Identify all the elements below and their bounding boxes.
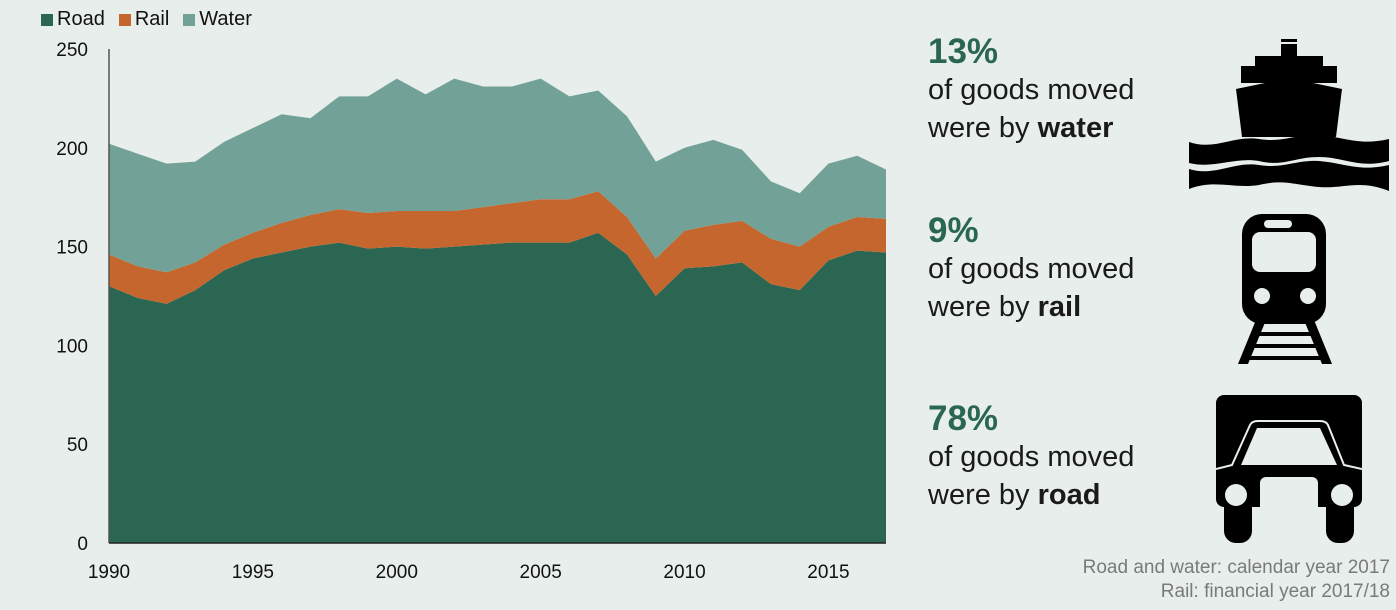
stat-water-percent: 13%: [928, 32, 999, 71]
stat-road: 78% of goods moved were by road: [928, 400, 1134, 514]
y-tick-label: 200: [56, 139, 88, 160]
y-tick-label: 150: [56, 238, 88, 259]
note-rail: Rail: financial year 2017/18: [1160, 581, 1390, 602]
ship-icon: [1189, 39, 1389, 191]
stat-water-mode: water: [1037, 112, 1114, 144]
stat-rail: 9% of goods moved were by rail: [928, 212, 1134, 326]
chart-areas: [109, 78, 886, 544]
train-icon: [1238, 214, 1332, 364]
area-rail: [109, 191, 886, 304]
stat-rail-percent: 9%: [928, 211, 979, 250]
legend-swatch-road: [41, 13, 53, 26]
stat-rail-mode: rail: [1037, 291, 1082, 323]
x-tick-label: 1990: [88, 562, 130, 583]
stat-road-line1: of goods moved: [928, 441, 1135, 473]
legend-item-road: Road: [41, 8, 105, 31]
lorry-icon: [1216, 395, 1362, 543]
note-road-water: Road and water: calendar year 2017: [1082, 557, 1390, 578]
stat-road-prefix: were by: [928, 479, 1038, 511]
legend-swatch-water: [183, 13, 196, 26]
x-tick-label: 2005: [520, 562, 562, 583]
x-tick-label: 2015: [807, 562, 849, 583]
y-tick-label: 250: [56, 40, 88, 61]
stacked-area-chart: 0 50 100 150 200 250 1990 1995 2000 2005 2010 2015: [56, 40, 886, 583]
legend-label-road: Road: [57, 8, 105, 30]
stat-water-prefix: were by: [928, 112, 1038, 144]
legend-label-water: Water: [199, 8, 252, 30]
stat-water-line1: of goods moved: [928, 74, 1135, 106]
source-notes: Road and water: calendar year 2017 Rail:…: [1083, 556, 1390, 604]
legend-swatch-rail: [118, 13, 131, 26]
x-tick-label: 1995: [232, 562, 274, 583]
legend-item-water: Water: [183, 8, 252, 31]
x-tick-label: 2010: [663, 562, 705, 583]
stat-road-mode: road: [1037, 479, 1101, 511]
stat-rail-line2: were by rail: [928, 288, 1134, 326]
chart-legend: Road Rail Water: [41, 8, 252, 31]
y-tick-labels: 0 50 100 150 200 250: [56, 40, 88, 555]
area-road: [109, 232, 886, 544]
y-tick-label: 0: [77, 534, 88, 555]
stat-road-percent: 78%: [928, 399, 999, 438]
stat-rail-line1: of goods moved: [928, 253, 1135, 285]
area-water: [109, 78, 886, 273]
stat-rail-prefix: were by: [928, 291, 1038, 323]
legend-item-rail: Rail: [118, 8, 170, 31]
x-tick-labels: 1990 1995 2000 2005 2010 2015: [88, 562, 850, 583]
x-tick-label: 2000: [376, 562, 418, 583]
y-tick-label: 100: [56, 336, 88, 357]
stat-road-line2: were by road: [928, 476, 1134, 514]
legend-label-rail: Rail: [134, 8, 170, 30]
stat-water: 13% of goods moved were by water: [928, 33, 1134, 147]
stat-water-line2: were by water: [928, 109, 1134, 147]
y-tick-label: 50: [67, 435, 88, 456]
